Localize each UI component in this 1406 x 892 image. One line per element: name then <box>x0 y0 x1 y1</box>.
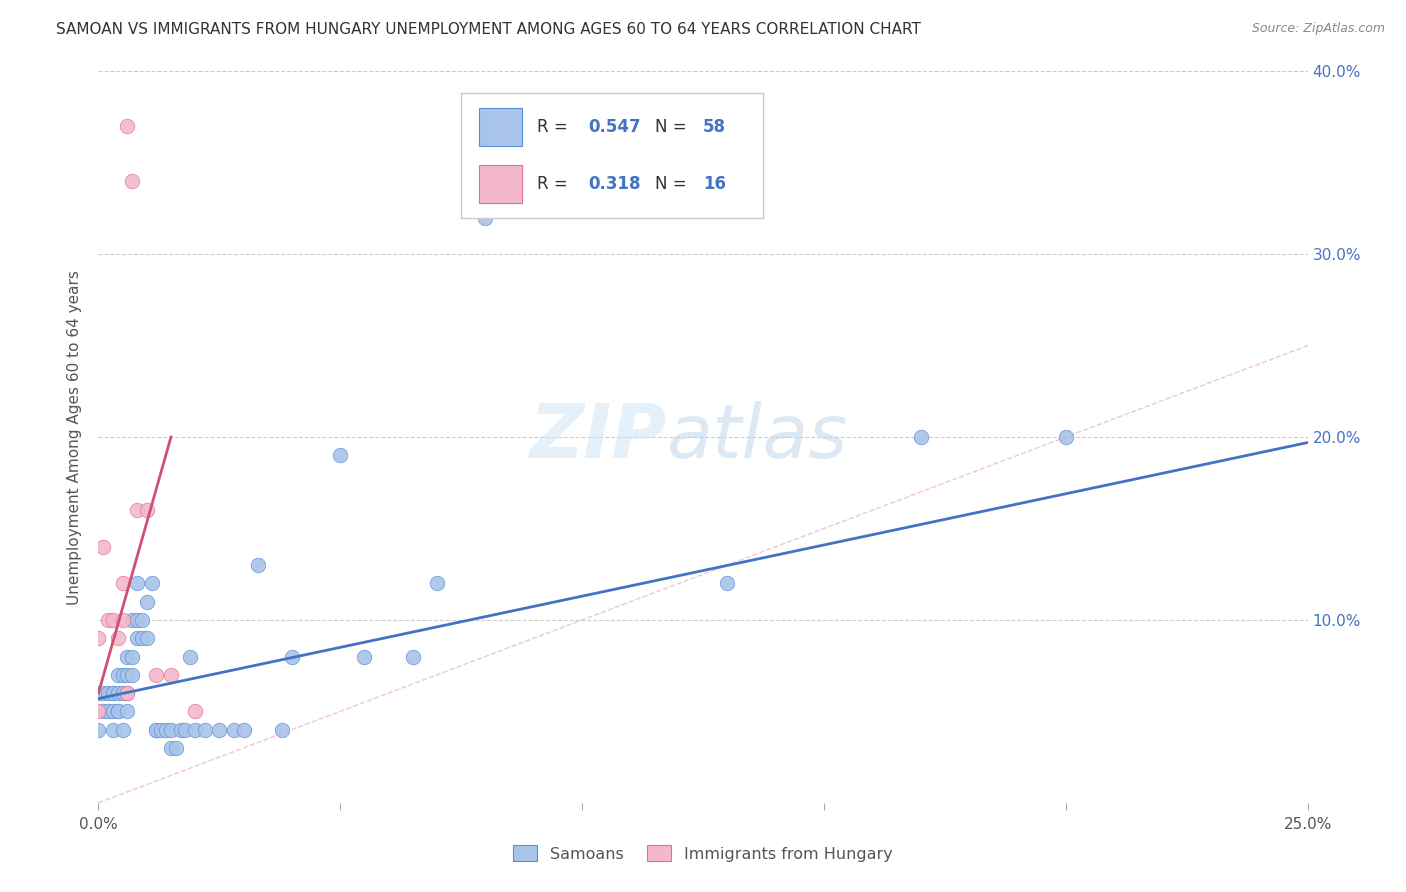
Point <box>91 686 114 700</box>
Point <box>131 613 153 627</box>
Point <box>353 649 375 664</box>
Point <box>716 576 738 591</box>
Point <box>208 723 231 737</box>
Point <box>150 723 173 737</box>
Point <box>117 649 139 664</box>
Point <box>107 667 129 681</box>
Point <box>474 211 496 225</box>
Text: atlas: atlas <box>666 401 848 473</box>
Point <box>135 503 157 517</box>
Point <box>184 705 207 719</box>
Point <box>135 594 157 608</box>
Point <box>117 120 139 134</box>
Point <box>160 667 183 681</box>
Legend: Samoans, Immigrants from Hungary: Samoans, Immigrants from Hungary <box>506 838 900 868</box>
Point <box>271 723 294 737</box>
Text: ZIP: ZIP <box>530 401 666 474</box>
Point <box>101 723 124 737</box>
Point <box>101 705 124 719</box>
Point <box>87 723 110 737</box>
Point <box>402 649 425 664</box>
Point <box>111 613 134 627</box>
Point <box>127 576 149 591</box>
Point <box>97 705 120 719</box>
Point <box>91 705 114 719</box>
Point <box>127 503 149 517</box>
Point <box>117 667 139 681</box>
Point <box>222 723 245 737</box>
Point <box>145 667 167 681</box>
Text: SAMOAN VS IMMIGRANTS FROM HUNGARY UNEMPLOYMENT AMONG AGES 60 TO 64 YEARS CORRELA: SAMOAN VS IMMIGRANTS FROM HUNGARY UNEMPL… <box>56 22 921 37</box>
Point <box>127 632 149 646</box>
Point <box>111 667 134 681</box>
Point <box>247 558 270 573</box>
Point <box>91 540 114 554</box>
Point <box>155 723 177 737</box>
Point <box>107 705 129 719</box>
Point <box>169 723 191 737</box>
Point <box>194 723 217 737</box>
Point <box>127 613 149 627</box>
Point <box>107 705 129 719</box>
Point <box>145 723 167 737</box>
Point <box>910 430 932 444</box>
Point <box>329 448 352 462</box>
Point <box>184 723 207 737</box>
Point <box>101 686 124 700</box>
Point <box>179 649 201 664</box>
Point <box>97 686 120 700</box>
Point <box>141 576 163 591</box>
Point <box>117 705 139 719</box>
Y-axis label: Unemployment Among Ages 60 to 64 years: Unemployment Among Ages 60 to 64 years <box>67 269 83 605</box>
Point <box>121 649 143 664</box>
Point <box>117 686 139 700</box>
Point <box>165 740 187 755</box>
Point <box>111 576 134 591</box>
Point <box>87 705 110 719</box>
Point <box>160 740 183 755</box>
Point <box>135 632 157 646</box>
Point <box>101 613 124 627</box>
Point <box>107 632 129 646</box>
Point <box>117 686 139 700</box>
Point <box>160 723 183 737</box>
Point <box>131 632 153 646</box>
Point <box>111 723 134 737</box>
Point <box>281 649 304 664</box>
Point <box>121 667 143 681</box>
Text: Source: ZipAtlas.com: Source: ZipAtlas.com <box>1251 22 1385 36</box>
Point <box>101 686 124 700</box>
Point <box>145 723 167 737</box>
Point <box>107 686 129 700</box>
Point <box>1054 430 1077 444</box>
Point <box>174 723 197 737</box>
Point <box>426 576 449 591</box>
Point <box>232 723 254 737</box>
Point <box>111 686 134 700</box>
Point <box>121 613 143 627</box>
Point <box>87 686 110 700</box>
Point <box>121 174 143 188</box>
Point <box>87 632 110 646</box>
Point <box>97 613 120 627</box>
